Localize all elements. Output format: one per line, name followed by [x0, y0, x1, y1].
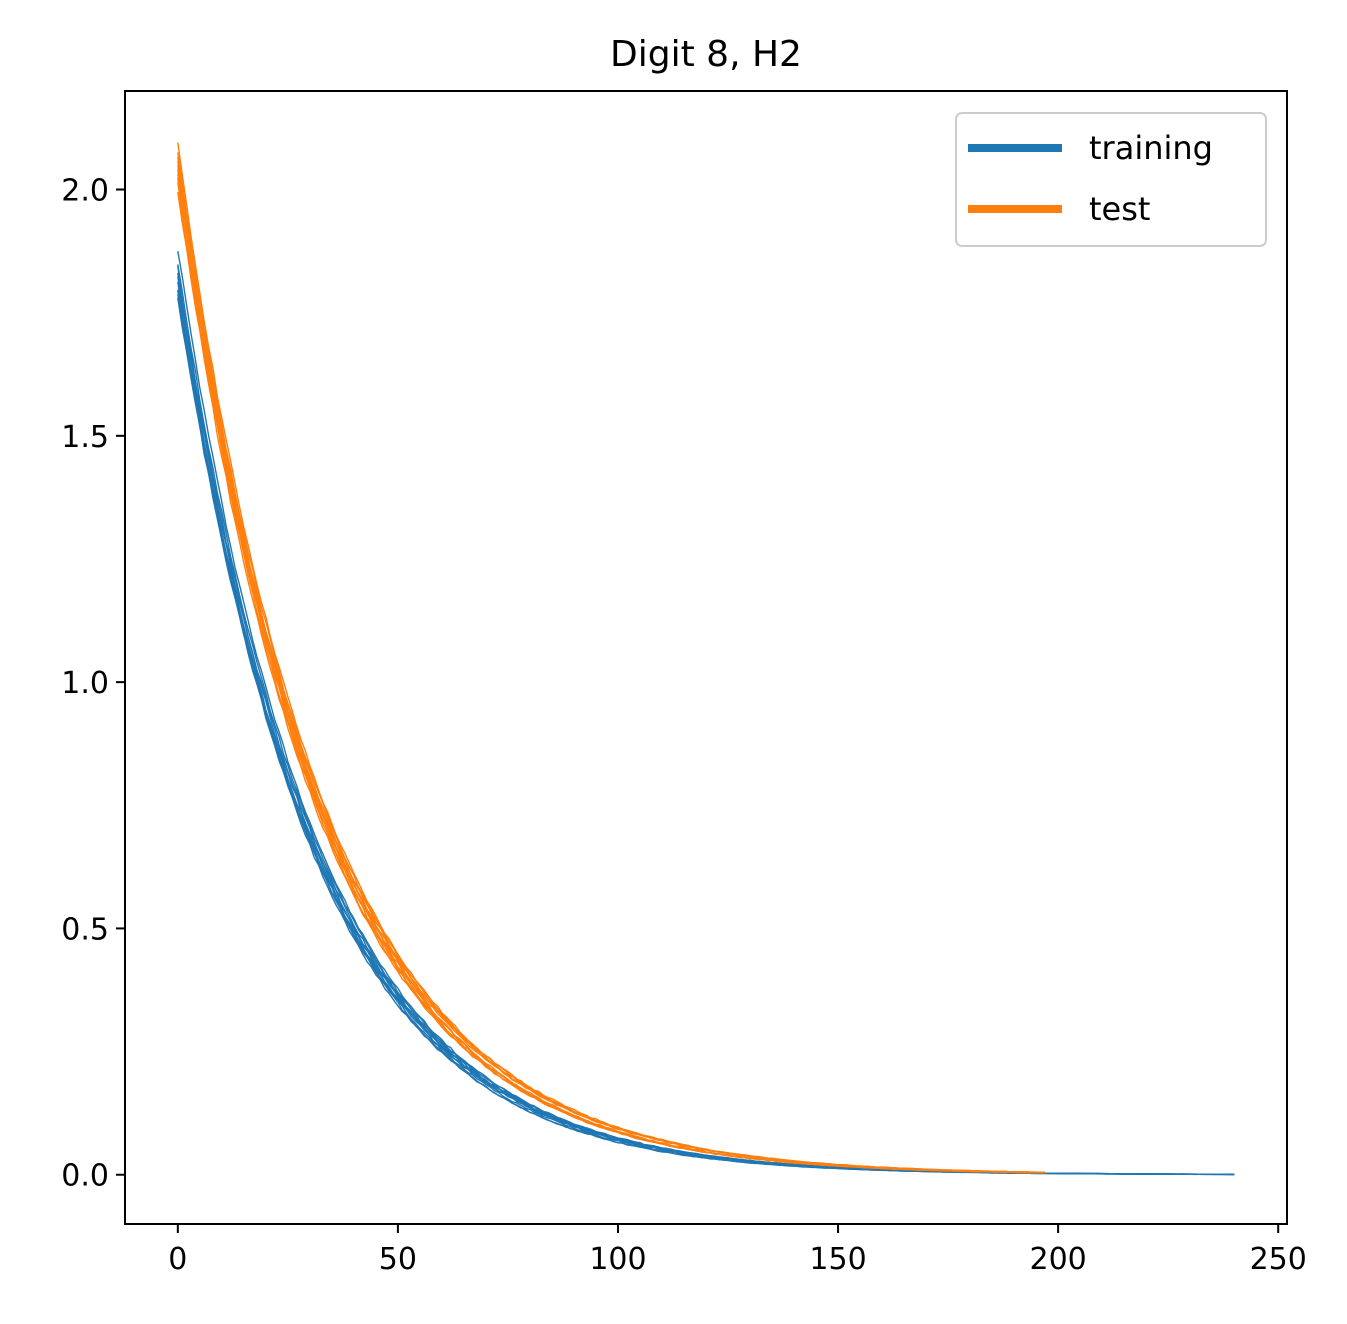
series-line-training-run-2	[177, 264, 1235, 1176]
y-tick-label: 1.5	[61, 420, 109, 455]
chart-title: Digit 8, H2	[610, 34, 802, 75]
series-line-training-run-4	[177, 276, 1235, 1176]
series-line-training-run-7	[177, 297, 1235, 1176]
series-line-training-run-9	[177, 265, 1235, 1176]
series-line-training-run-3	[177, 272, 1235, 1176]
legend-label-test: test	[1089, 190, 1150, 228]
series-line-training-run-6	[177, 294, 1235, 1175]
x-tick-label: 0	[168, 1242, 187, 1277]
series-training	[177, 250, 1235, 1176]
series-line-test-run-4	[177, 173, 1045, 1174]
series-test	[177, 142, 1045, 1174]
legend: training test	[955, 112, 1267, 247]
series-line-training-run-8	[177, 281, 1235, 1176]
series-line-test-run-3	[177, 165, 1045, 1174]
legend-label-training: training	[1089, 129, 1213, 167]
x-tick-label: 250	[1250, 1242, 1307, 1277]
series-line-test-run-9	[177, 177, 1045, 1174]
axes-layer: 0 50 100 150 200 250 0.0 0.5 1.0 1.5 2.0	[61, 90, 1307, 1277]
series-line-training-run-10	[177, 289, 1235, 1176]
plot-frame	[124, 90, 1288, 1225]
y-tick-label: 0.0	[61, 1159, 109, 1194]
series-line-test-run-5	[177, 182, 1045, 1174]
series-line-training-run-5	[177, 290, 1235, 1176]
x-tick-label: 50	[379, 1242, 417, 1277]
series-line-test-run-6	[177, 152, 1045, 1174]
series-line-test-run-1	[177, 142, 1045, 1174]
series-line-test-run-10	[177, 191, 1045, 1174]
series-line-test-run-8	[177, 169, 1045, 1174]
series-line-test-run-7	[177, 160, 1045, 1174]
y-tick-label: 0.5	[61, 912, 109, 947]
x-tick-label: 100	[589, 1242, 646, 1277]
series-line-training-run-1	[177, 250, 1235, 1175]
y-tick-label: 1.0	[61, 666, 109, 701]
y-tick-label: 2.0	[61, 174, 109, 209]
series-line-test-run-2	[177, 156, 1045, 1173]
series-layer	[177, 142, 1235, 1176]
x-tick-label: 200	[1029, 1242, 1086, 1277]
x-tick-label: 150	[809, 1242, 866, 1277]
